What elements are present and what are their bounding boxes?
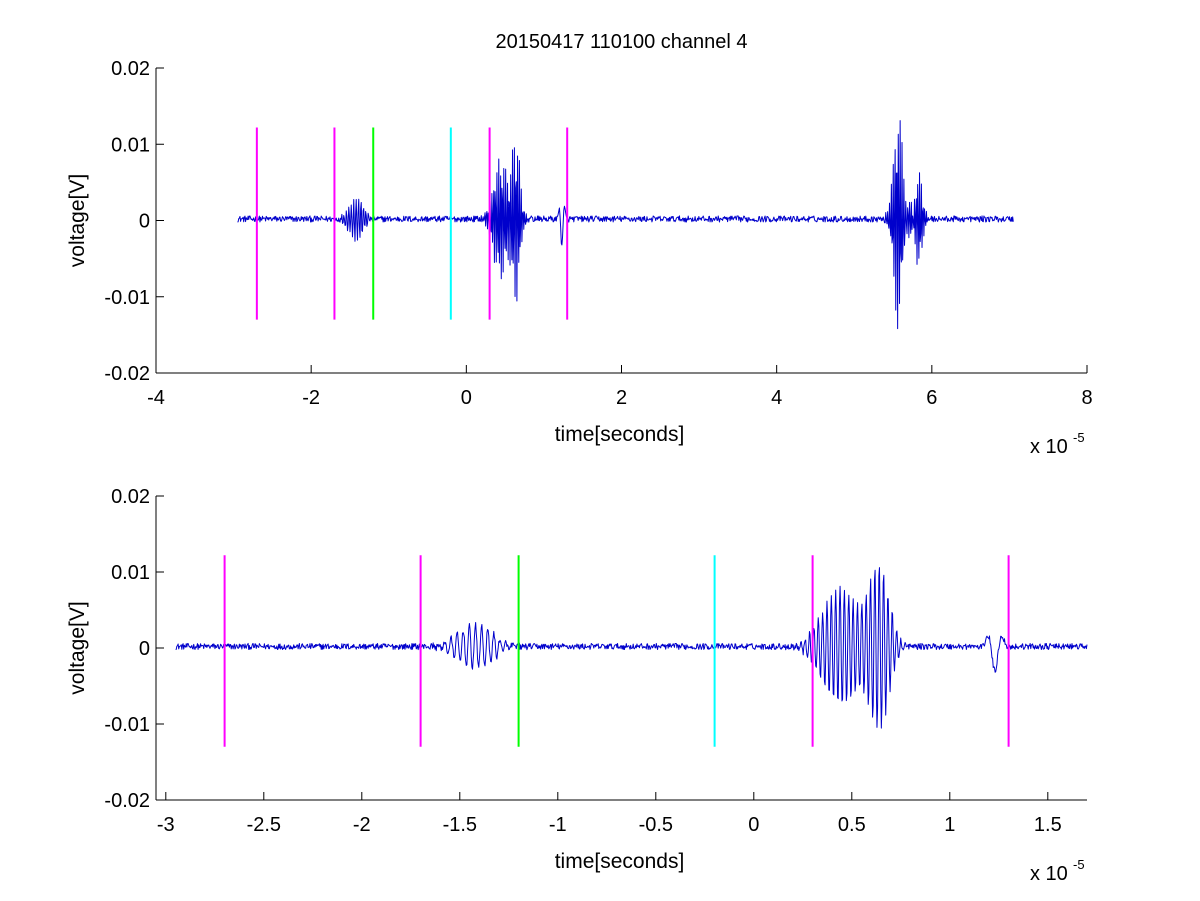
x-tick-label: -2: [353, 814, 371, 836]
y-axis-label: voltage[V]: [66, 601, 89, 694]
x-axis-label: time[seconds]: [555, 850, 685, 873]
subplot-2: -0.02 -0.01 0 0.01 0.02 -3 -2.5 -2 -1.5 -1 -0.5 0 0.…: [66, 486, 1088, 885]
x-tick-label: 2: [616, 387, 627, 409]
x-tick-label: -4: [147, 387, 165, 409]
y-tick-label: 0.01: [111, 134, 150, 156]
x-tick-label: -1: [549, 814, 567, 836]
x-tick-label: -1.5: [443, 814, 477, 836]
signal-trace: [237, 120, 1014, 330]
x-tick-label: -2: [302, 387, 320, 409]
x-tick-label: 6: [926, 387, 937, 409]
x-multiplier: x 10: [1030, 436, 1068, 458]
y-tick-label: -0.02: [104, 363, 150, 385]
x-tick-label: -3: [157, 814, 175, 836]
x-tick-label: -0.5: [639, 814, 673, 836]
chart-title: 20150417 110100 channel 4: [495, 31, 747, 53]
x-tick-label: 1.5: [1034, 814, 1062, 836]
y-tick-label: -0.01: [104, 714, 150, 736]
y-axis-label: voltage[V]: [66, 174, 89, 267]
y-tick-label: 0.01: [111, 562, 150, 584]
x-exponent: -5: [1073, 430, 1085, 445]
y-tick-label: -0.01: [104, 287, 150, 309]
y-tick-label: 0.02: [111, 58, 150, 80]
y-tick-label: 0: [139, 638, 150, 660]
y-tick-label: -0.02: [104, 790, 150, 812]
x-tick-label: 8: [1081, 387, 1092, 409]
subplot-1: 20150417 110100 channel 4 -0.02 -0.01 0 0.01…: [66, 31, 1093, 458]
x-tick-label: 0: [748, 814, 759, 836]
x-tick-label: 0.5: [838, 814, 866, 836]
x-tick-label: 0: [461, 387, 472, 409]
x-tick-label: -2.5: [247, 814, 281, 836]
x-tick-label: 1: [944, 814, 955, 836]
y-tick-label: 0.02: [111, 486, 150, 508]
signal-trace: [175, 567, 1088, 729]
x-multiplier: x 10: [1030, 863, 1068, 885]
x-tick-label: 4: [771, 387, 782, 409]
x-axis-label: time[seconds]: [555, 423, 685, 446]
y-tick-label: 0: [139, 211, 150, 233]
x-exponent: -5: [1073, 857, 1085, 872]
